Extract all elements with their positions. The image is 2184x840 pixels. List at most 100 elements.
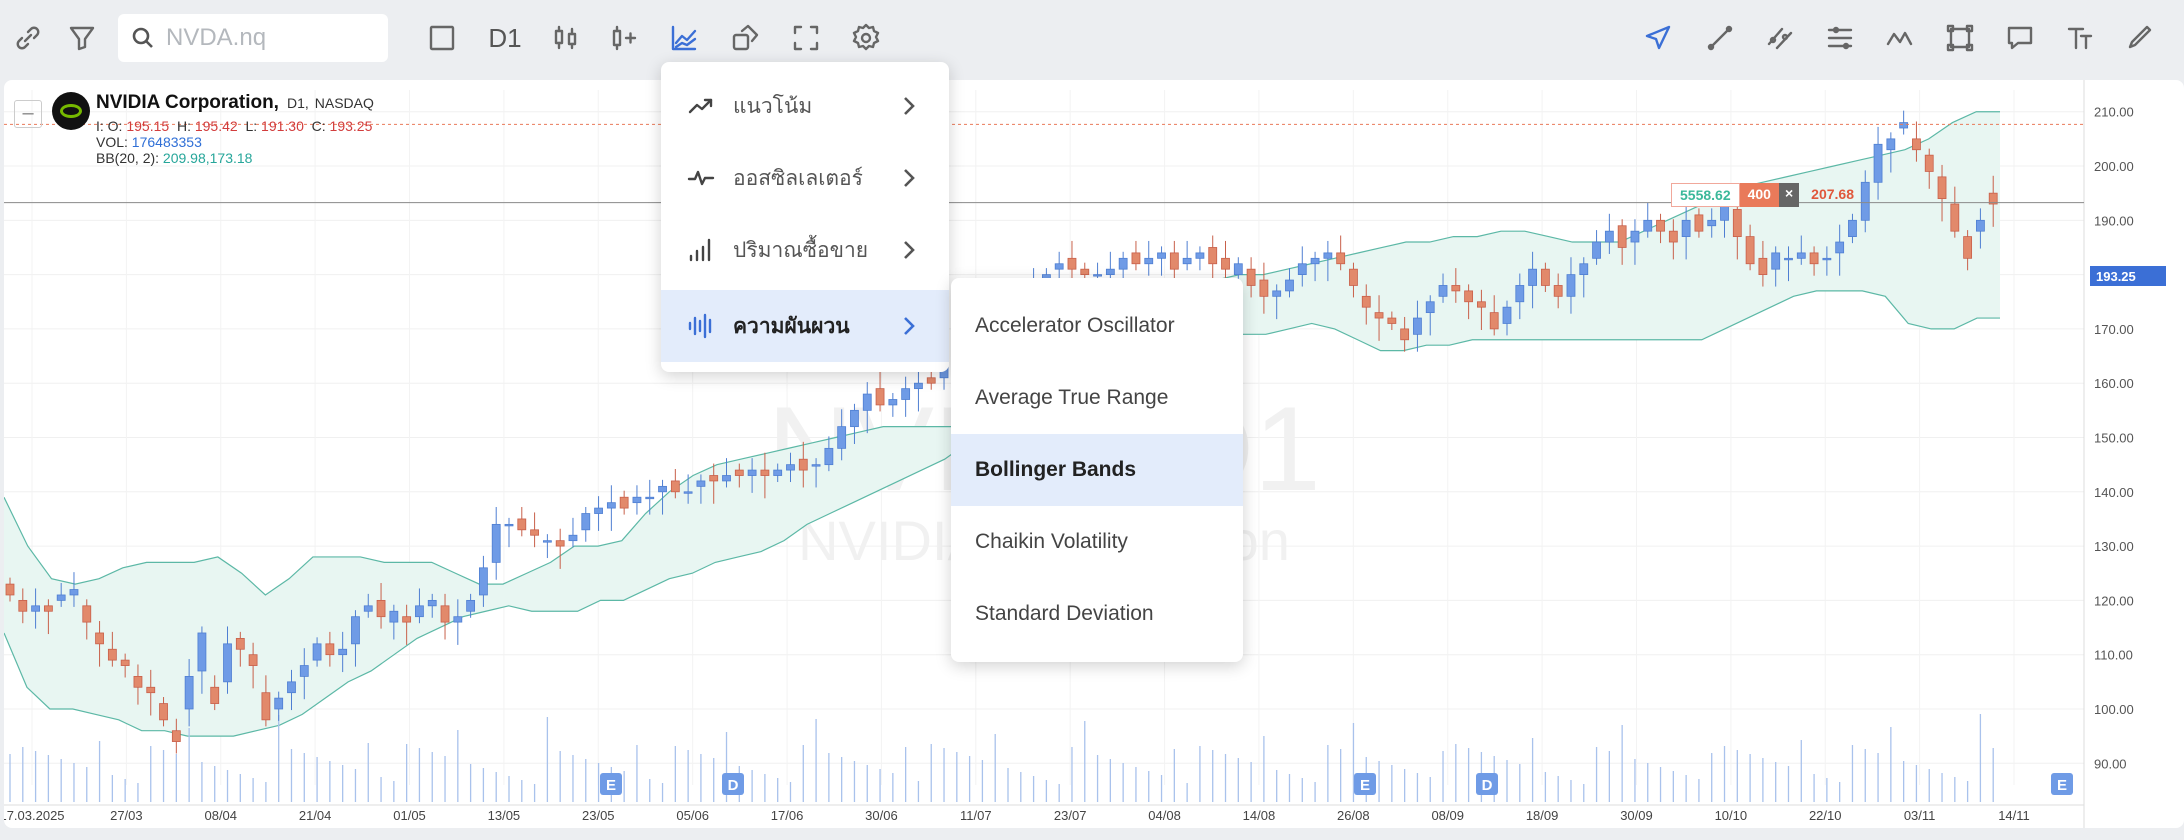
candle-body bbox=[1886, 138, 1896, 151]
open-label: I: O: bbox=[96, 118, 123, 134]
position-qty: 400 bbox=[1739, 183, 1779, 207]
candle-body bbox=[786, 464, 795, 471]
x-tick-label: 30/06 bbox=[865, 808, 898, 823]
pattern-tool-icon[interactable] bbox=[1880, 18, 1920, 58]
y-tick-label: 120.00 bbox=[2094, 593, 2134, 608]
x-tick-label: 26/08 bbox=[1337, 808, 1370, 823]
candle-body bbox=[1553, 285, 1563, 297]
indicator-standard-deviation[interactable]: Standard Deviation bbox=[975, 602, 1154, 625]
menu-label: ปริมาณซื้อขาย bbox=[733, 238, 869, 262]
x-tick-label: 05/06 bbox=[676, 808, 709, 823]
bb-line: BB(20, 2): 209.98,173.18 bbox=[96, 150, 252, 166]
candle-body bbox=[235, 637, 245, 650]
candle-body bbox=[606, 502, 616, 509]
oscillator-icon bbox=[687, 170, 715, 186]
y-tick-label: 210.00 bbox=[2094, 105, 2134, 120]
templates-icon[interactable] bbox=[726, 18, 766, 58]
x-tick-label: 03/11 bbox=[1904, 808, 1936, 823]
candle-body bbox=[1937, 176, 1947, 199]
candle-body bbox=[82, 605, 92, 623]
legend-timeframe: D1, bbox=[286, 95, 309, 111]
candle-body bbox=[504, 523, 514, 527]
indicator-chaikin-volatility[interactable]: Chaikin Volatility bbox=[975, 530, 1128, 553]
position-value: 5558.62 bbox=[1671, 183, 1740, 207]
candle-body bbox=[1195, 252, 1205, 259]
open-value: 195.15 bbox=[126, 118, 170, 134]
x-tick-label: 18/09 bbox=[1526, 808, 1559, 823]
chevron-right-icon bbox=[904, 317, 915, 335]
menu-item-volatility[interactable]: ความผันผวน bbox=[661, 290, 949, 362]
nvidia-logo bbox=[52, 92, 90, 130]
candle-body bbox=[1848, 219, 1857, 238]
symbol-title: NVIDIA Corporation, D1, NASDAQ bbox=[96, 92, 374, 114]
trend-line-icon[interactable] bbox=[1700, 18, 1740, 58]
candle-body bbox=[56, 594, 66, 601]
candle-body bbox=[1515, 285, 1525, 303]
shape-rectangle-icon[interactable] bbox=[1940, 18, 1980, 58]
candle-body bbox=[1246, 268, 1256, 286]
candle-body bbox=[1310, 257, 1320, 265]
candle-body bbox=[453, 616, 463, 623]
add-compare-icon[interactable] bbox=[604, 18, 644, 58]
y-tick-label: 140.00 bbox=[2094, 485, 2134, 500]
timeframe-button[interactable]: D1 bbox=[488, 22, 522, 53]
candle-body bbox=[1374, 312, 1384, 319]
candle-body bbox=[1540, 268, 1550, 286]
position-tag[interactable]: 5558.62 400 × 207.68 bbox=[1671, 183, 1862, 207]
y-tick-label: 170.00 bbox=[2094, 322, 2134, 337]
indicators-icon[interactable] bbox=[664, 18, 704, 58]
volume-icon bbox=[689, 238, 711, 262]
candle-body bbox=[184, 676, 194, 710]
candle-body bbox=[1976, 219, 1985, 232]
indicator-bollinger-bands[interactable]: Bollinger Bands bbox=[951, 434, 1243, 506]
menu-item-trend[interactable]: แนวโน้ม bbox=[661, 70, 949, 142]
menu-item-volume[interactable]: ปริมาณซื้อขาย bbox=[661, 214, 949, 286]
menu-label: ออสซิลเลเตอร์ bbox=[733, 166, 863, 190]
chart-layout-icon[interactable] bbox=[422, 18, 462, 58]
collapse-legend-button[interactable]: – bbox=[14, 100, 42, 128]
x-tick-label: 21/04 bbox=[299, 808, 332, 823]
candle-body bbox=[1054, 263, 1064, 270]
event-marker-label: E bbox=[2057, 777, 2067, 794]
search-input[interactable] bbox=[166, 24, 376, 52]
brush-icon[interactable] bbox=[2118, 18, 2158, 58]
cursor-arrow-icon[interactable] bbox=[1638, 18, 1678, 58]
menu-item-oscillator[interactable]: ออสซิลเลเตอร์ bbox=[661, 142, 949, 214]
candle-body bbox=[1489, 312, 1499, 330]
candle-body bbox=[1643, 219, 1653, 232]
candle-body bbox=[1182, 257, 1192, 265]
channel-tool-icon[interactable] bbox=[1760, 18, 1800, 58]
candle-body bbox=[1604, 230, 1614, 243]
indicator-accelerator-oscillator[interactable]: Accelerator Oscillator bbox=[975, 314, 1175, 337]
event-marker bbox=[1354, 773, 1376, 795]
symbol-search[interactable] bbox=[118, 14, 388, 62]
fibonacci-icon[interactable] bbox=[1820, 18, 1860, 58]
candle-body bbox=[824, 447, 834, 466]
settings-gear-icon[interactable] bbox=[846, 18, 886, 58]
candle-body bbox=[1425, 301, 1435, 314]
close-position-icon[interactable]: × bbox=[1778, 183, 1800, 207]
event-marker bbox=[2051, 773, 2073, 795]
candle-body bbox=[197, 632, 207, 672]
candle-body bbox=[658, 485, 667, 493]
candle-body bbox=[1285, 279, 1294, 292]
candle-body bbox=[1272, 290, 1282, 297]
y-tick-label: 130.00 bbox=[2094, 539, 2134, 554]
candle-body bbox=[645, 496, 655, 500]
text-tool-icon[interactable] bbox=[2060, 18, 2100, 58]
fullscreen-icon[interactable] bbox=[786, 18, 826, 58]
link-icon[interactable] bbox=[8, 18, 48, 58]
y-tick-label: 190.00 bbox=[2094, 213, 2134, 228]
candle-body bbox=[1451, 285, 1461, 292]
filter-icon[interactable] bbox=[62, 18, 102, 58]
event-marker-label: D bbox=[728, 777, 739, 794]
candle-body bbox=[1617, 225, 1627, 248]
candle-body bbox=[926, 377, 936, 384]
candle-body bbox=[1988, 192, 1998, 205]
comment-icon[interactable] bbox=[2000, 18, 2040, 58]
candle-type-icon[interactable] bbox=[546, 18, 586, 58]
indicator-average-true-range[interactable]: Average True Range bbox=[975, 386, 1169, 409]
candle-body bbox=[338, 648, 348, 656]
candle-body bbox=[351, 616, 360, 645]
x-tick-label: 17/06 bbox=[771, 808, 804, 823]
